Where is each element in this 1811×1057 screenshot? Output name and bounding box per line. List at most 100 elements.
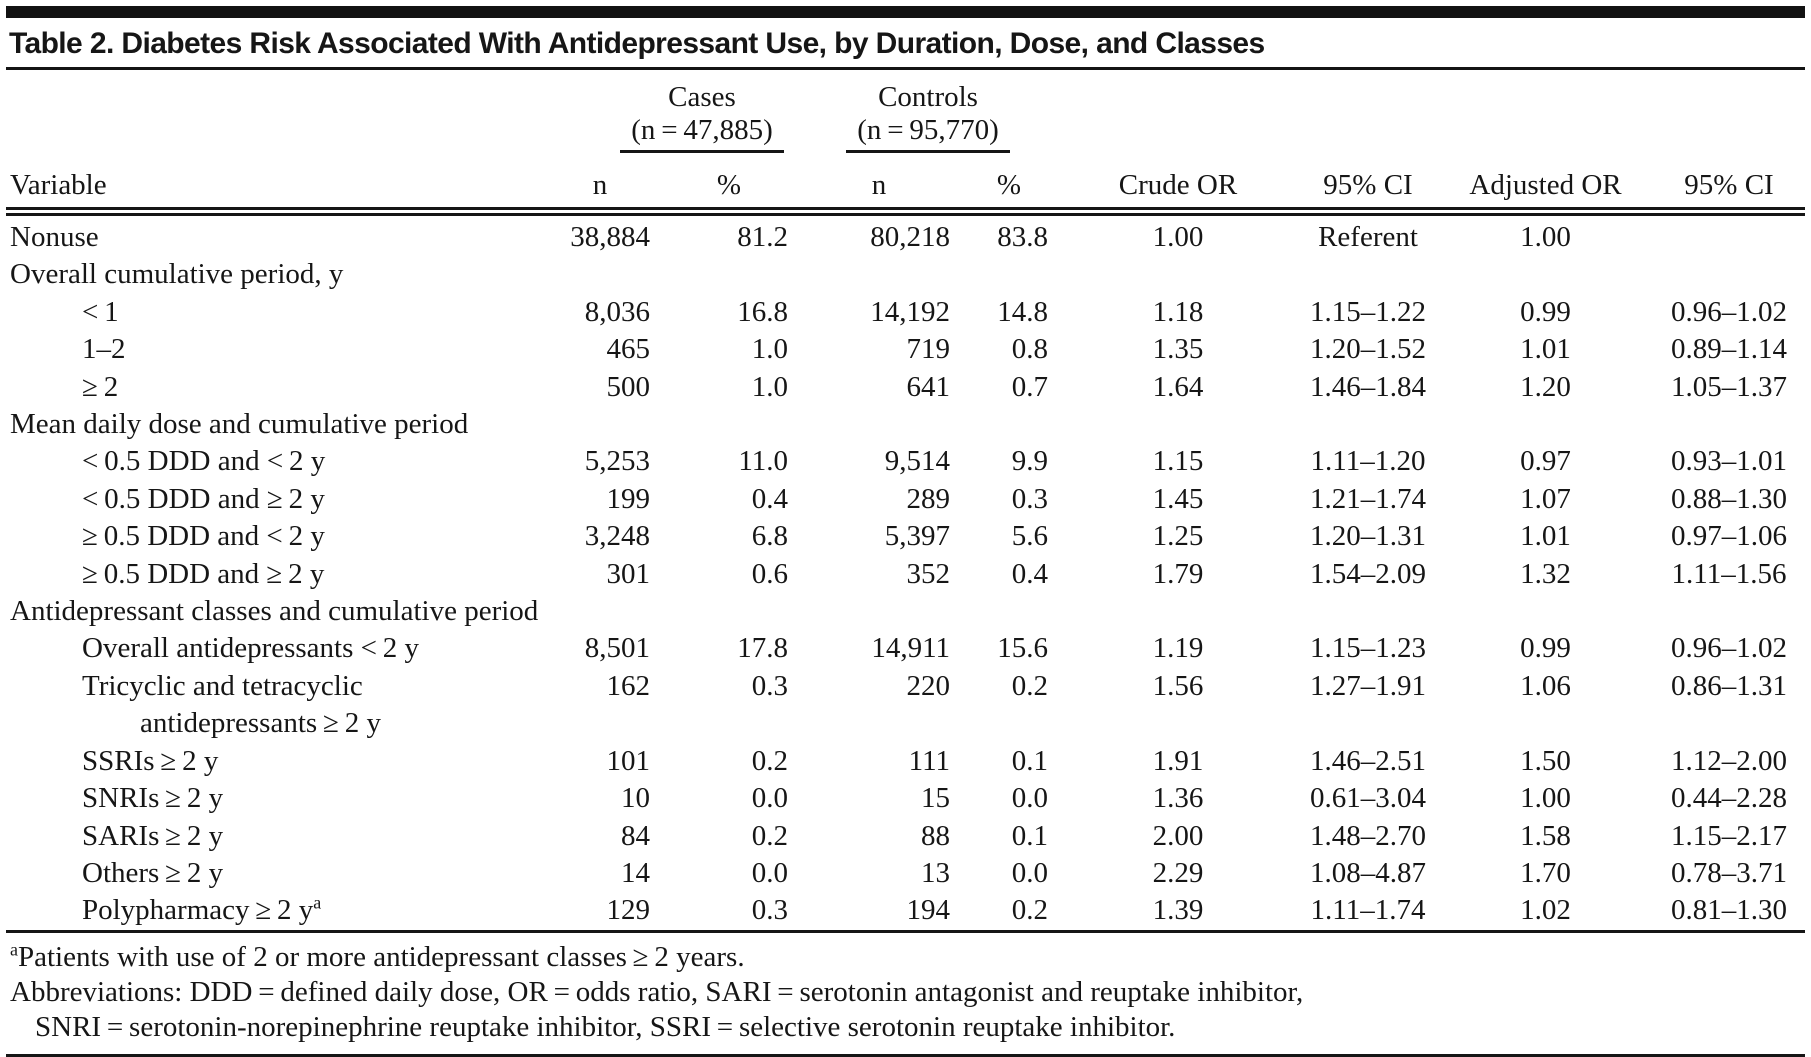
cell: 0.86–1.31 [1671,669,1788,702]
table-row: 1–2 465 1.0 719 0.8 1.35 1.20–1.52 1.01 0.89–1.1… [6,331,1805,368]
cell: 1.15–1.23 [1310,632,1427,665]
column-header-cases-pct: % [660,156,799,216]
cell: 6.8 [751,520,789,553]
cell [660,406,798,443]
cell: 9,514 [884,445,951,478]
section-row: Overall cumulative period, y [6,256,1805,293]
cell [960,256,1058,293]
cell: 0.3 [1011,482,1049,515]
cell: 1.08–4.87 [1310,856,1427,889]
cell: 5,253 [584,445,650,478]
cell: 17.8 [737,632,789,665]
cell: 1.27–1.91 [1310,669,1427,702]
cell: 111 [908,744,951,777]
cell: 0.89–1.14 [1671,333,1788,366]
cell: 199 [606,482,651,515]
footnote-a: aPatients with use of 2 or more antidepr… [10,940,1805,975]
cell: 0.6 [751,557,789,590]
cell: 0.0 [1011,782,1049,815]
cell: 1.56 [1152,669,1204,702]
cell: 1.0 [751,370,789,403]
cell: 0.8 [1011,333,1049,366]
cell: 0.93–1.01 [1671,445,1788,478]
cell: 1.05–1.37 [1671,370,1788,403]
cell: 1.46–1.84 [1310,370,1427,403]
cell: 1.11–1.74 [1310,894,1426,927]
cell: 83.8 [997,221,1049,253]
group-header-row: Cases Controls [6,70,1805,114]
row-label: ≥ 0.5 DDD and ≥ 2 y [82,557,325,590]
cell: 1.06 [1520,669,1571,702]
cell: 3,248 [584,520,650,553]
cases-n-header: (n = 47,885) [540,114,798,156]
row-label: Nonuse [10,221,99,253]
cell: 1.0 [751,333,789,366]
cell: 0.99 [1520,295,1571,328]
row-label: ≥ 2 [82,370,119,403]
footnote-a-text: Patients with use of 2 or more antidepre… [18,940,745,973]
section-row: Mean daily dose and cumulative period [6,406,1805,443]
cell: 0.0 [1011,856,1049,889]
cell: 500 [606,370,651,403]
empty-cell [6,70,540,114]
controls-n-header: (n = 95,770) [798,114,1058,156]
cell: 301 [606,557,651,590]
cell: 1.01 [1520,520,1571,553]
cell: 0.97 [1520,445,1571,478]
row-label-wrap-line: antidepressants ≥ 2 y [140,707,381,740]
row-label: SNRIs ≥ 2 y [82,782,224,815]
cell: 0.99 [1520,632,1571,665]
cell: 1.54–2.09 [1310,557,1427,590]
table-row: ≥ 0.5 DDD and < 2 y 3,248 6.8 5,397 5.6 1.25 1… [6,518,1805,555]
cell [1653,593,1805,630]
cell: 465 [606,333,651,366]
cell [1298,256,1438,293]
column-header-controls-pct: % [960,156,1059,216]
controls-n-label: (n = 95,770) [846,114,1010,153]
cell: 88 [921,819,951,852]
column-header-variable: Variable [6,156,540,216]
cell: 289 [906,482,951,515]
cell: Referent [1318,221,1418,253]
cell: 1.15–2.17 [1671,819,1788,852]
cell: 0.3 [751,894,789,927]
group-n-row: (n = 47,885) (n = 95,770) [6,114,1805,156]
cell: 1.15 [1152,445,1204,478]
column-header-crude-or: Crude OR [1058,156,1299,216]
row-label: Overall cumulative period, y [10,258,344,291]
table-row: Tricyclic and tetracyclic antidepressants… [6,668,1805,743]
cell: 38,884 [570,221,650,253]
controls-group-header: Controls [878,81,978,113]
cell: 2.00 [1152,819,1204,852]
cell: 129 [606,894,651,927]
cell: 15.6 [997,632,1049,665]
cell: 641 [906,370,951,403]
cell: 101 [606,744,651,777]
cell [1058,593,1298,630]
cell: 1.48–2.70 [1310,819,1427,852]
table-header: Cases Controls (n = 47,885) (n = 95,770)… [6,70,1806,216]
cell: 719 [906,333,951,366]
row-label: Others ≥ 2 y [82,856,224,889]
footnote-abbreviations-line-2: SNRI = serotonin-norepinephrine reuptake… [35,1010,1176,1043]
cell: 8,501 [584,632,650,665]
cell: 1.01 [1520,333,1571,366]
cell: 14,911 [871,632,951,665]
cell: 0.44–2.28 [1671,782,1788,815]
cell: 0.96–1.02 [1671,632,1788,665]
cell [1058,406,1298,443]
cell: 1.58 [1520,819,1571,852]
cell [798,406,960,443]
cell [540,593,660,630]
cell: 1.20 [1520,370,1571,403]
cell: 0.2 [1011,669,1049,702]
footnotes: aPatients with use of 2 or more antidepr… [6,929,1805,1057]
section-row: Antidepressant classes and cumulative pe… [6,593,1805,630]
column-header-cases-n: n [540,156,660,216]
cell: 352 [906,557,951,590]
cell: 1.02 [1520,894,1571,927]
table-row: < 1 8,036 16.8 14,192 14.8 1.18 1.15–1.22 0.99 0… [6,294,1805,331]
cell: 1.20–1.31 [1310,520,1427,553]
cell: 1.39 [1152,894,1204,927]
cell: 1.00 [1520,221,1571,253]
